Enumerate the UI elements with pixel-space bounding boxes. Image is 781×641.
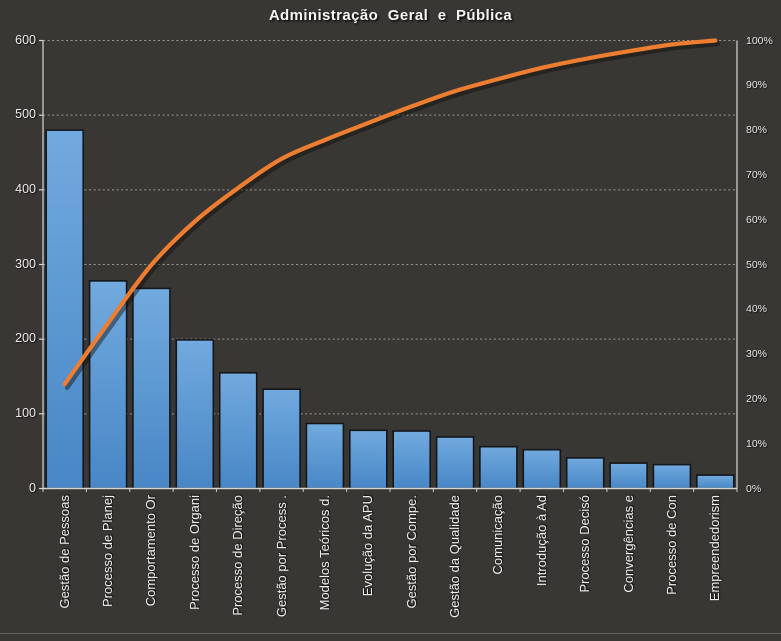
category-label: Gestão da Qualidade [447,495,463,618]
category-label: Empreendedorism [707,495,723,602]
bar [262,388,301,490]
bar [348,429,388,490]
percent-axis-tick-label: 20% [746,392,768,405]
cumulative-line-shadow [64,41,721,390]
category-label: Processo de Con [663,495,679,595]
bar [565,457,605,490]
category-label: Gestão por Compe. [403,495,419,609]
cumulative-line [62,38,718,387]
percent-axis-tick-label: 60% [746,213,768,226]
percent-axis-tick-label: 30% [746,348,768,361]
bar [45,129,85,490]
percent-axis-tick-label: 10% [746,437,768,450]
percent-axis-tick-label: 70% [746,168,768,181]
category-label: Processo de Planej [100,495,116,608]
category-label: Gestão por Process . [273,495,289,618]
percent-axis-tick-label: 0% [746,482,762,495]
percent-axis-tick-label: 100% [746,34,773,47]
y-axis-tick-label: 500 [15,107,36,122]
bar [652,463,692,490]
percent-axis-tick-label: 80% [746,124,768,137]
bar [609,462,648,490]
bar [218,371,258,490]
bar [695,474,735,490]
category-label: Processo Decisó [577,495,593,593]
y-axis-tick-label: 400 [15,181,36,196]
bar [479,445,518,490]
bar [435,436,475,490]
bar [392,430,432,490]
category-label: Comunicação [490,495,506,575]
y-axis-tick-label: 200 [15,331,36,346]
category-label: Evolução da APU [360,495,376,597]
chart-title: Administração Geral e Pública [268,7,513,24]
y-axis-tick-label: 300 [15,256,36,271]
category-label: Processo de Organi [186,495,202,610]
y-axis-tick-label: 0 [29,480,36,495]
category-label: Gestão de Pessoas [56,495,72,609]
bar [175,339,215,490]
y-axis-tick-label: 600 [15,32,36,47]
category-label: Modelos Teóricos d. [316,495,332,611]
category-label: Introdução à Ad [533,495,549,587]
bar [305,422,345,490]
category-label: Processo de Direção [230,495,246,616]
bar [132,287,171,490]
chart-bottom-edge [0,633,781,634]
percent-axis-tick-label: 50% [746,258,768,271]
bar [522,448,562,490]
percent-axis-tick-label: 40% [746,303,768,316]
y-axis-tick-label: 100 [15,405,36,420]
category-label: Convergências e [620,495,636,593]
percent-axis-tick-label: 90% [746,79,768,92]
category-label: Comportamento Or [143,495,159,607]
bar [88,280,128,490]
